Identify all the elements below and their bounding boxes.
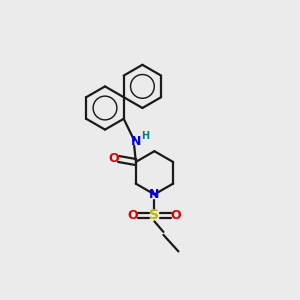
Text: O: O — [128, 209, 138, 222]
Text: O: O — [171, 209, 181, 222]
Text: H: H — [142, 131, 150, 141]
Text: N: N — [149, 188, 160, 201]
Text: N: N — [130, 135, 141, 148]
Text: O: O — [109, 152, 119, 166]
Text: S: S — [149, 208, 159, 222]
